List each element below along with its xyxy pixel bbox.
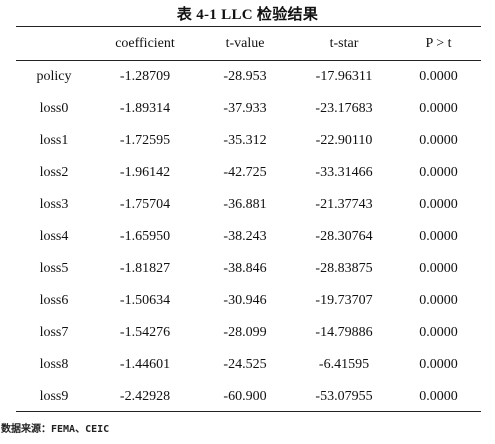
row-label: loss7 [39,325,69,340]
t-star-cell: -53.07955 [315,389,373,404]
table-row: loss5 -1.81827 -38.846 -28.83875 0.0000 [16,253,481,285]
row-label: loss3 [39,197,69,212]
t-value-cell: -28.099 [223,325,267,340]
table-row: loss8 -1.44601 -24.525 -6.41595 0.0000 [16,349,481,381]
p-value-cell: 0.0000 [419,165,458,180]
t-star-cell: -14.79886 [315,325,373,340]
coefficient-cell: -1.96142 [119,165,171,180]
table-row: policy -1.28709 -28.953 -17.96311 0.0000 [16,60,481,93]
t-value-cell: -38.243 [223,229,267,244]
row-label: loss9 [39,389,69,404]
table-row: loss3 -1.75704 -36.881 -21.37743 0.0000 [16,189,481,221]
t-star-cell: -19.73707 [315,293,373,308]
p-value-cell: 0.0000 [419,261,458,276]
row-label: loss1 [39,133,69,148]
t-value-cell: -35.312 [223,133,267,148]
table-row: loss0 -1.89314 -37.933 -23.17683 0.0000 [16,93,481,125]
source-note: 数据来源：FEMA、CEIC [1,424,110,435]
t-star-cell: -28.83875 [315,261,373,276]
p-value-cell: 0.0000 [419,229,458,244]
coefficient-cell: -1.89314 [119,101,171,116]
t-star-cell: -22.90110 [315,133,373,148]
p-value-cell: 0.0000 [419,325,458,340]
table-row: loss6 -1.50634 -30.946 -19.73707 0.0000 [16,285,481,317]
t-value-cell: -42.725 [223,165,267,180]
header-cell-label [16,27,92,60]
t-star-cell: -23.17683 [315,101,373,116]
table-header-row: coefficient t-value t-star P > t [16,27,481,60]
coefficient-cell: -1.65950 [119,229,171,244]
header-cell-t-star: t-star [329,35,359,51]
coefficient-cell: -1.72595 [119,133,171,148]
table-bottom-rule [16,411,481,412]
coefficient-cell: -2.42928 [119,389,171,404]
coefficient-cell: -1.54276 [119,325,171,340]
table-title: 表 4-1 LLC 检验结果 [176,7,319,23]
t-star-cell: -28.30764 [315,229,373,244]
header-cell-coefficient: coefficient [115,35,175,51]
table-top-rule [16,26,481,27]
p-value-cell: 0.0000 [419,101,458,116]
table-row: loss7 -1.54276 -28.099 -14.79886 0.0000 [16,317,481,349]
row-label: loss8 [39,357,69,372]
coefficient-cell: -1.28709 [119,69,171,84]
t-star-cell: -17.96311 [315,69,373,84]
coefficient-cell: -1.44601 [119,357,171,372]
t-star-cell: -21.37743 [315,197,373,212]
table-row: loss9 -2.42928 -60.900 -53.07955 0.0000 [16,381,481,413]
p-value-cell: 0.0000 [419,197,458,212]
row-label: loss6 [39,293,69,308]
t-value-cell: -30.946 [223,293,267,308]
t-value-cell: -60.900 [223,389,267,404]
table-row: loss4 -1.65950 -38.243 -28.30764 0.0000 [16,221,481,253]
row-label: policy [36,69,72,84]
t-star-cell: -6.41595 [318,357,370,372]
row-label: loss2 [39,165,69,180]
p-value-cell: 0.0000 [419,357,458,372]
header-cell-p-value: P > t [425,35,452,51]
t-value-cell: -24.525 [223,357,267,372]
coefficient-cell: -1.75704 [119,197,171,212]
table-header-rule [16,60,481,61]
t-value-cell: -36.881 [223,197,267,212]
t-value-cell: -28.953 [223,69,267,84]
t-value-cell: -37.933 [223,101,267,116]
table-row: loss1 -1.72595 -35.312 -22.90110 0.0000 [16,125,481,157]
coefficient-cell: -1.81827 [119,261,171,276]
llc-test-table: coefficient t-value t-star P > t policy … [16,27,481,413]
row-label: loss5 [39,261,69,276]
p-value-cell: 0.0000 [419,69,458,84]
table-row: loss2 -1.96142 -42.725 -33.31466 0.0000 [16,157,481,189]
coefficient-cell: -1.50634 [119,293,171,308]
row-label: loss0 [39,101,69,116]
p-value-cell: 0.0000 [419,293,458,308]
t-star-cell: -33.31466 [315,165,373,180]
header-cell-t-value: t-value [225,35,265,51]
t-value-cell: -38.846 [223,261,267,276]
row-label: loss4 [39,229,69,244]
p-value-cell: 0.0000 [419,389,458,404]
p-value-cell: 0.0000 [419,133,458,148]
